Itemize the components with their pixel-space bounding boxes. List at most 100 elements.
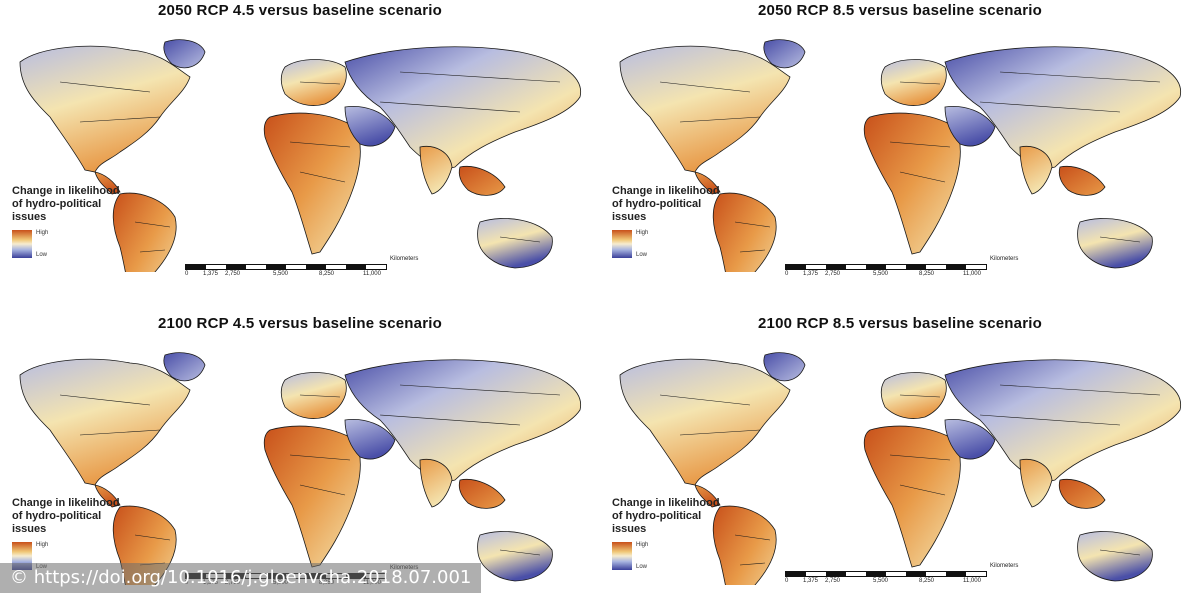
legend-gradient: [612, 542, 632, 570]
country-border: [59, 81, 151, 93]
continent-greenland: [763, 39, 806, 69]
country-border: [734, 534, 771, 541]
scale-tick: 1,375: [803, 578, 819, 584]
country-border: [289, 454, 351, 461]
scale-tick: 1,375: [203, 271, 219, 277]
country-border: [889, 141, 951, 148]
scale-unit: Kilometers: [990, 256, 1019, 262]
country-border: [659, 81, 751, 93]
continent-southeast-asia: [458, 478, 506, 509]
country-border: [499, 236, 541, 243]
country-border: [999, 384, 1161, 396]
country-border: [499, 549, 541, 556]
country-border: [979, 414, 1121, 426]
continent-africa: [863, 112, 961, 255]
scale-tick: 11,000: [963, 271, 981, 277]
country-border: [899, 394, 941, 398]
continent-central-america: [694, 484, 721, 508]
doi-watermark: © https://doi.org/10.1016/j.gloenvcha.20…: [0, 563, 482, 593]
legend-high-label: High: [36, 230, 49, 236]
continent-north-america: [619, 45, 791, 173]
country-border: [1099, 549, 1141, 556]
legend: Change in likelihood of hydro-political …: [12, 185, 182, 260]
scale-tick: 5,500: [873, 271, 889, 277]
map-panel-2100-rcp45: 2100 RCP 4.5 versus baseline scenario Ch…: [0, 297, 600, 593]
legend-color-scale: High Low: [612, 542, 672, 572]
continent-india: [419, 458, 453, 508]
continent-central-america: [94, 484, 121, 508]
country-border: [299, 81, 341, 85]
panel-title: 2100 RCP 8.5 versus baseline scenario: [758, 315, 1042, 332]
scale-tick: 0: [785, 578, 789, 584]
continent-greenland: [763, 352, 806, 382]
country-border: [379, 101, 521, 113]
legend-gradient: [12, 230, 32, 258]
country-border: [399, 71, 561, 83]
legend-low-label: Low: [36, 252, 48, 258]
continent-middle-east: [344, 418, 396, 460]
legend: Change in likelihood of hydro-political …: [612, 497, 782, 572]
legend-title: Change in likelihood of hydro-political …: [12, 185, 120, 223]
country-border: [899, 484, 946, 496]
country-border: [139, 249, 166, 253]
continent-southeast-asia: [1058, 478, 1106, 509]
continent-middle-east: [344, 105, 396, 147]
country-border: [379, 414, 521, 426]
country-border: [59, 394, 151, 406]
continent-africa: [263, 112, 361, 255]
map-panel-2050-rcp85: 2050 RCP 8.5 versus baseline scenario Ch…: [600, 0, 1200, 296]
panel-title: 2050 RCP 4.5 versus baseline scenario: [158, 2, 442, 19]
country-border: [734, 221, 771, 228]
continent-india: [1019, 145, 1053, 195]
country-border: [679, 429, 761, 436]
country-border: [659, 394, 751, 406]
continent-africa: [263, 425, 361, 568]
country-border: [979, 101, 1121, 113]
scale-tick: 2,750: [825, 578, 841, 584]
scale-tick: 0: [785, 271, 789, 277]
scale-tick: 5,500: [273, 271, 289, 277]
continent-north-america: [19, 45, 191, 173]
continent-asia: [344, 46, 582, 169]
continent-asia: [344, 359, 582, 482]
continent-central-america: [694, 171, 721, 195]
continent-southeast-asia: [458, 165, 506, 196]
continent-asia: [944, 359, 1182, 482]
scale-line: [785, 264, 987, 270]
country-border: [79, 116, 161, 123]
legend-high-label: High: [36, 542, 49, 548]
scale-tick: 11,000: [363, 271, 381, 277]
continent-africa: [863, 425, 961, 568]
scale-line: [185, 264, 387, 270]
continent-india: [1019, 458, 1053, 508]
continent-australia: [477, 531, 553, 582]
scale-tick: 11,000: [963, 578, 981, 584]
continent-central-america: [94, 171, 121, 195]
country-border: [299, 394, 341, 398]
country-border: [399, 384, 561, 396]
legend-title: Change in likelihood of hydro-political …: [612, 497, 720, 535]
continent-australia: [1077, 531, 1153, 582]
country-border: [289, 141, 351, 148]
country-border: [679, 116, 761, 123]
scale-tick: 5,500: [873, 578, 889, 584]
legend-gradient: [612, 230, 632, 258]
country-border: [889, 454, 951, 461]
scale-bar: Kilometers 0 1,375 2,750 5,500 8,250 11,…: [185, 256, 418, 286]
scale-tick: 8,250: [919, 578, 935, 584]
legend-low-label: Low: [636, 564, 648, 570]
continent-middle-east: [944, 105, 996, 147]
continent-india: [419, 145, 453, 195]
continent-australia: [477, 218, 553, 269]
country-border: [899, 171, 946, 183]
continent-middle-east: [944, 418, 996, 460]
scale-tick: 2,750: [825, 271, 841, 277]
country-border: [739, 562, 766, 566]
scale-tick: 8,250: [919, 271, 935, 277]
world-map: [619, 39, 1182, 272]
scale-tick: 1,375: [803, 271, 819, 277]
country-border: [899, 81, 941, 85]
scale-tick: 2,750: [225, 271, 241, 277]
panel-title: 2100 RCP 4.5 versus baseline scenario: [158, 315, 442, 332]
continent-north-america: [19, 358, 191, 486]
